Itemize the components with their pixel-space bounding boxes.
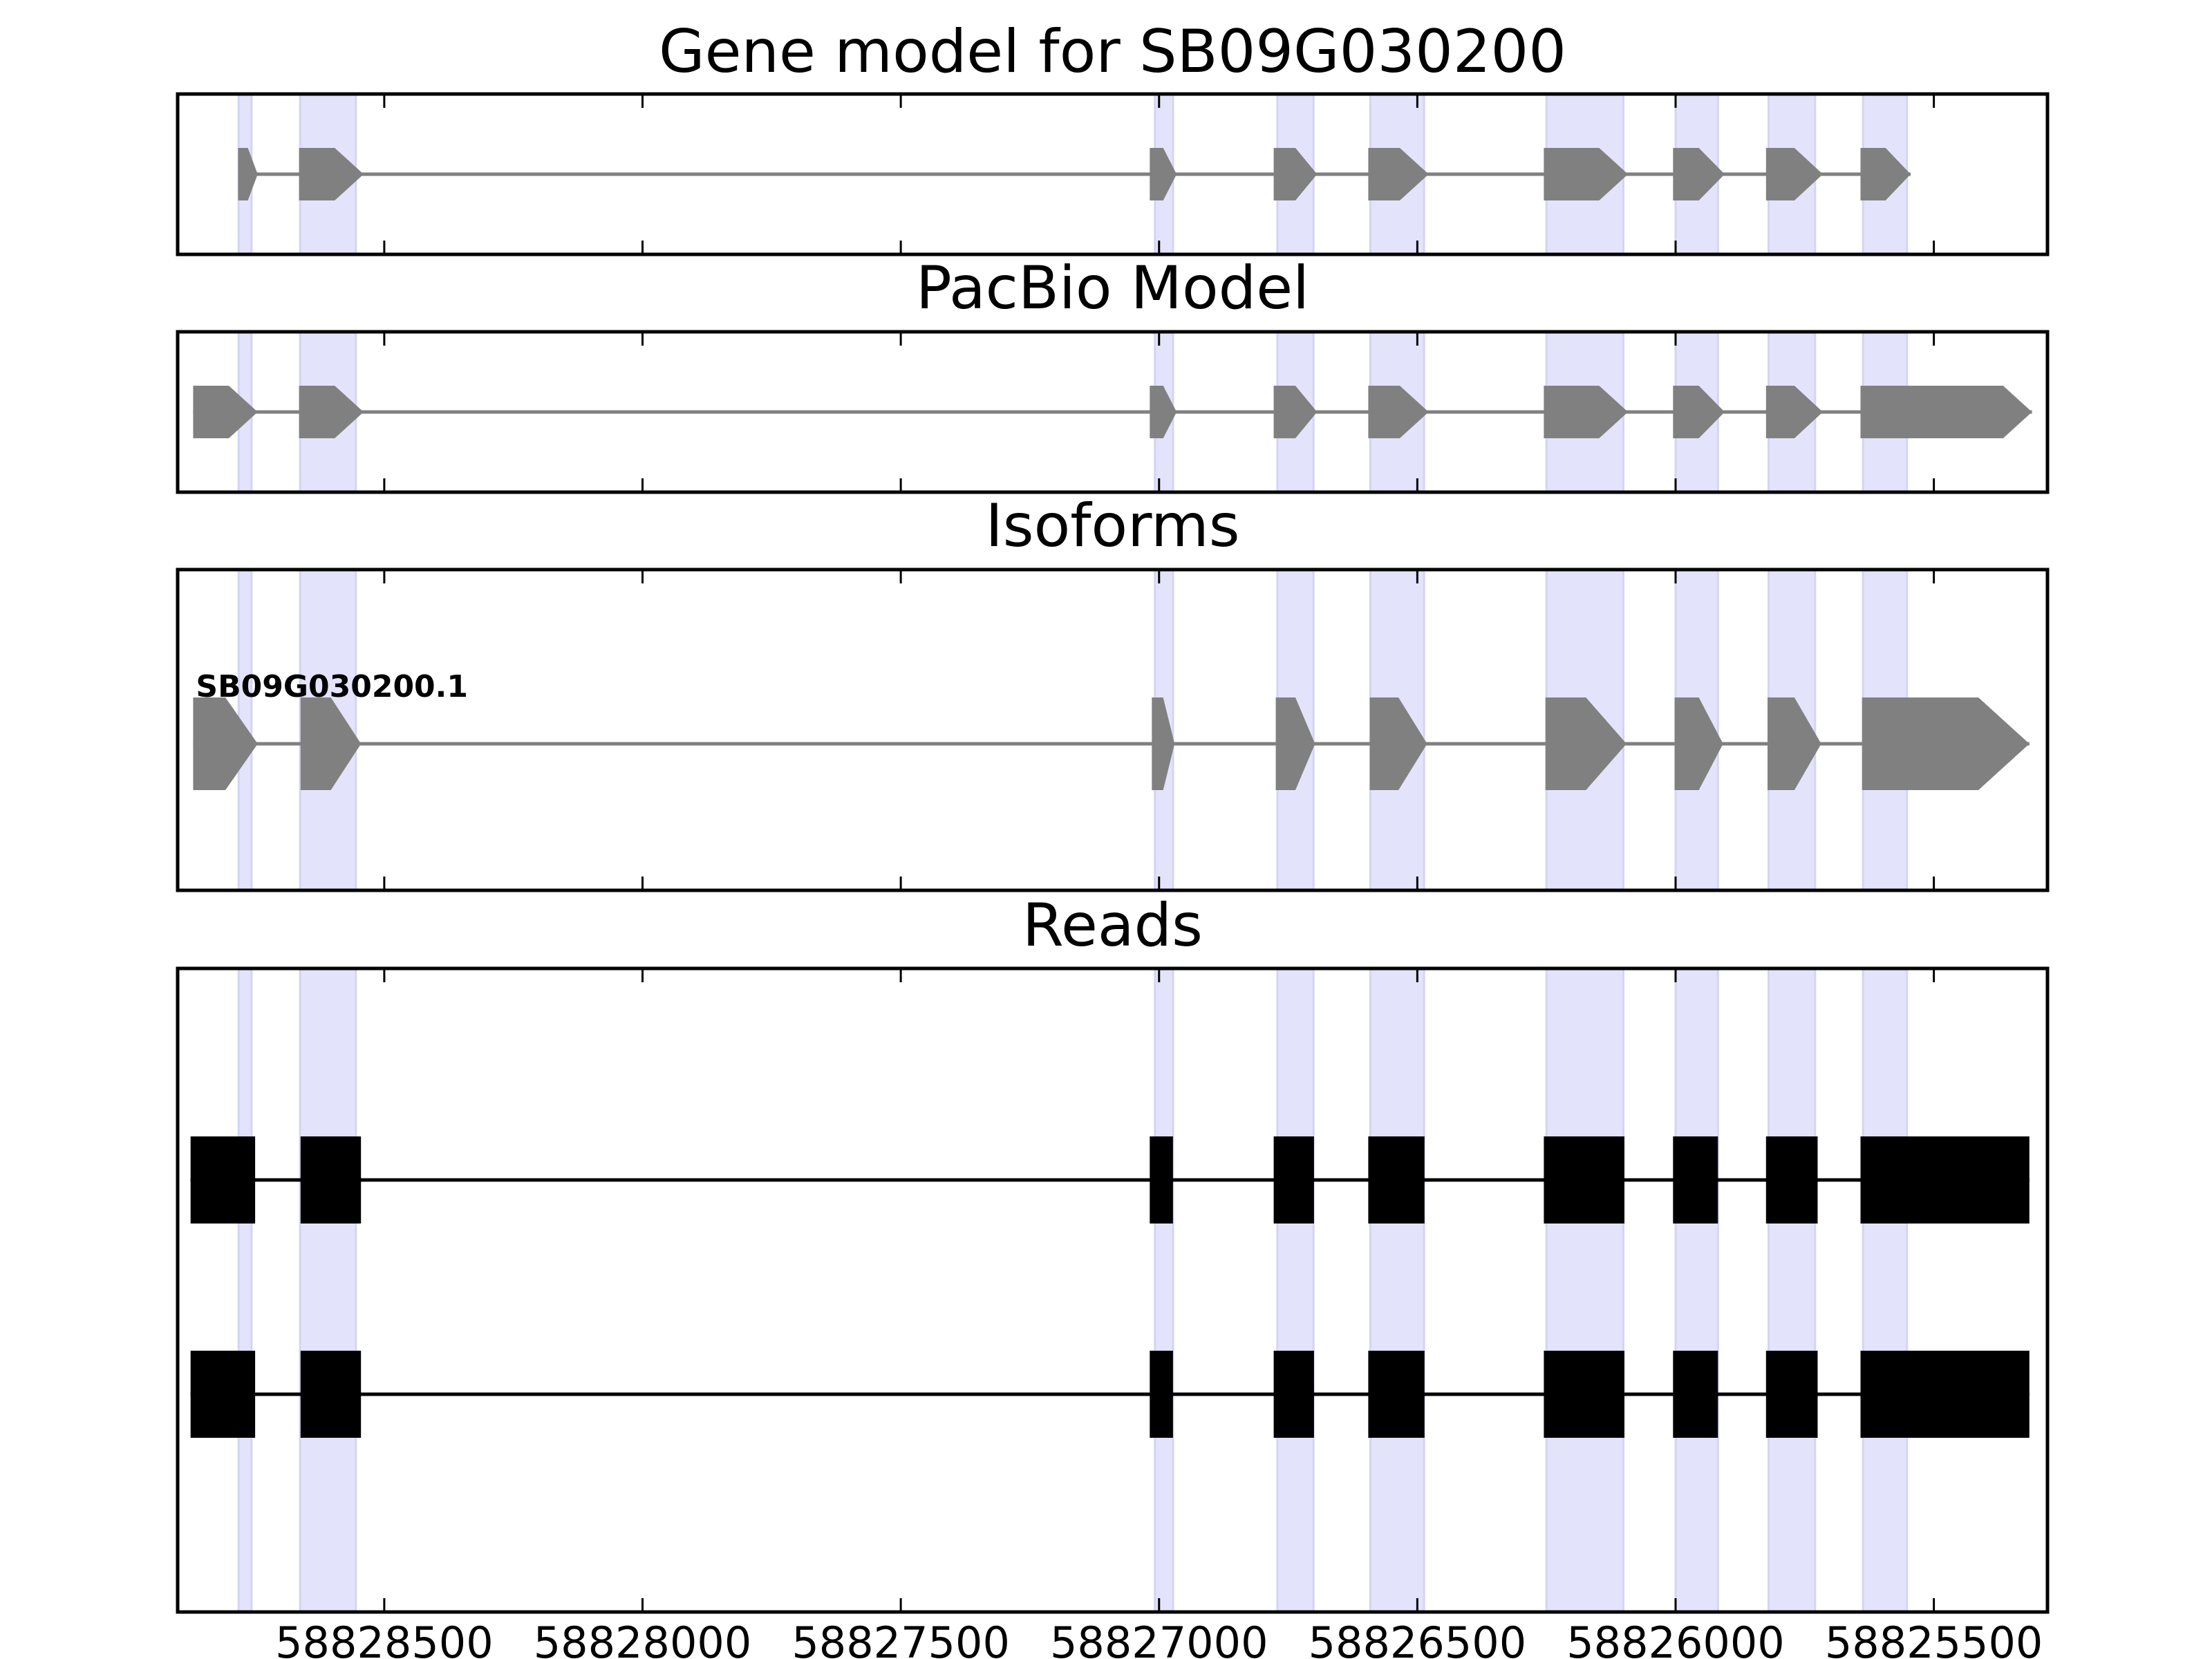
- exon: [1273, 386, 1318, 438]
- exon-highlight-band: [237, 967, 253, 1613]
- exon-highlight-band: [1154, 967, 1174, 1613]
- exon: [1765, 386, 1823, 438]
- read-exon: [1273, 1136, 1314, 1224]
- read-exon: [190, 1351, 256, 1438]
- exon: [1673, 386, 1725, 438]
- exon: [1150, 148, 1177, 200]
- x-tick-label: 58826000: [1566, 1618, 1785, 1659]
- exon-highlight-band: [1768, 967, 1817, 1613]
- read-exon: [1150, 1351, 1173, 1438]
- read-exon: [1368, 1351, 1425, 1438]
- exon: [1545, 697, 1627, 790]
- isoform-label: SB09G030200.1: [196, 669, 468, 704]
- read-exon: [1544, 1136, 1624, 1224]
- exon-highlight-band: [1276, 967, 1315, 1613]
- read-exon: [1273, 1351, 1314, 1438]
- panel-title: Gene model for SB09G030200: [659, 17, 1566, 86]
- exon: [1544, 386, 1629, 438]
- panels: Gene model for SB09G030200 PacBio Model Is…: [176, 17, 2050, 1659]
- axes-frame: [176, 92, 2050, 256]
- exon: [1768, 697, 1821, 790]
- panel-model: Gene model for SB09G030200: [176, 17, 2050, 256]
- exon: [1152, 697, 1175, 790]
- read-exon: [300, 1351, 362, 1438]
- read-exon: [1544, 1351, 1624, 1438]
- exon: [1860, 386, 2032, 438]
- exon: [193, 386, 258, 438]
- x-tick-label: 58827500: [791, 1618, 1010, 1659]
- axes-frame: [176, 568, 2050, 892]
- exon-highlight-band: [1369, 967, 1425, 1613]
- exon: [1150, 386, 1177, 438]
- exon: [299, 386, 364, 438]
- read-exon: [1860, 1351, 2030, 1438]
- exon: [1544, 148, 1629, 200]
- read-exon: [300, 1136, 362, 1224]
- exon: [1369, 697, 1427, 790]
- read-exon: [1673, 1351, 1718, 1438]
- read-exon: [1673, 1136, 1718, 1224]
- exon: [238, 148, 258, 200]
- x-tick-label: 58826500: [1309, 1618, 1527, 1659]
- panel-isoform: Isoforms SB09G030200.1: [176, 491, 2050, 892]
- exon-highlight-band: [1545, 967, 1624, 1613]
- x-tick-label: 58828500: [275, 1618, 494, 1659]
- exon: [1275, 697, 1315, 790]
- axes-frame: [176, 330, 2050, 494]
- read-exon: [1150, 1136, 1173, 1224]
- exon-highlight-band: [1674, 967, 1719, 1613]
- exon: [299, 148, 364, 200]
- exon: [193, 697, 258, 790]
- exon: [1765, 148, 1823, 200]
- read-exon: [1860, 1136, 2030, 1224]
- read-exon: [1765, 1351, 1818, 1438]
- exon-highlight-band: [299, 967, 357, 1613]
- axes-frame: [176, 966, 2050, 1614]
- x-tick-label: 58827000: [1050, 1618, 1268, 1659]
- x-tick-label: 58828000: [534, 1618, 752, 1659]
- exon: [1862, 697, 2030, 790]
- panel-title: Reads: [1022, 891, 1203, 960]
- read-exon: [1368, 1136, 1425, 1224]
- panel-reads: Reads 58828500 58828000 58827500 58827000 588…: [176, 891, 2050, 1659]
- exon: [1368, 148, 1429, 200]
- exon: [1368, 386, 1429, 438]
- read-exon: [1765, 1136, 1818, 1224]
- x-tick-label: 58825500: [1825, 1618, 2043, 1659]
- exon: [1273, 148, 1318, 200]
- read-exon: [190, 1136, 256, 1224]
- exon-highlight-band: [1862, 967, 1909, 1613]
- panel-title: Isoforms: [985, 491, 1239, 561]
- exon: [1673, 148, 1725, 200]
- exon: [1674, 697, 1723, 790]
- panel-title: PacBio Model: [916, 254, 1309, 323]
- panel-model: PacBio Model: [176, 254, 2050, 494]
- exon: [300, 697, 362, 790]
- exon: [1860, 148, 1911, 200]
